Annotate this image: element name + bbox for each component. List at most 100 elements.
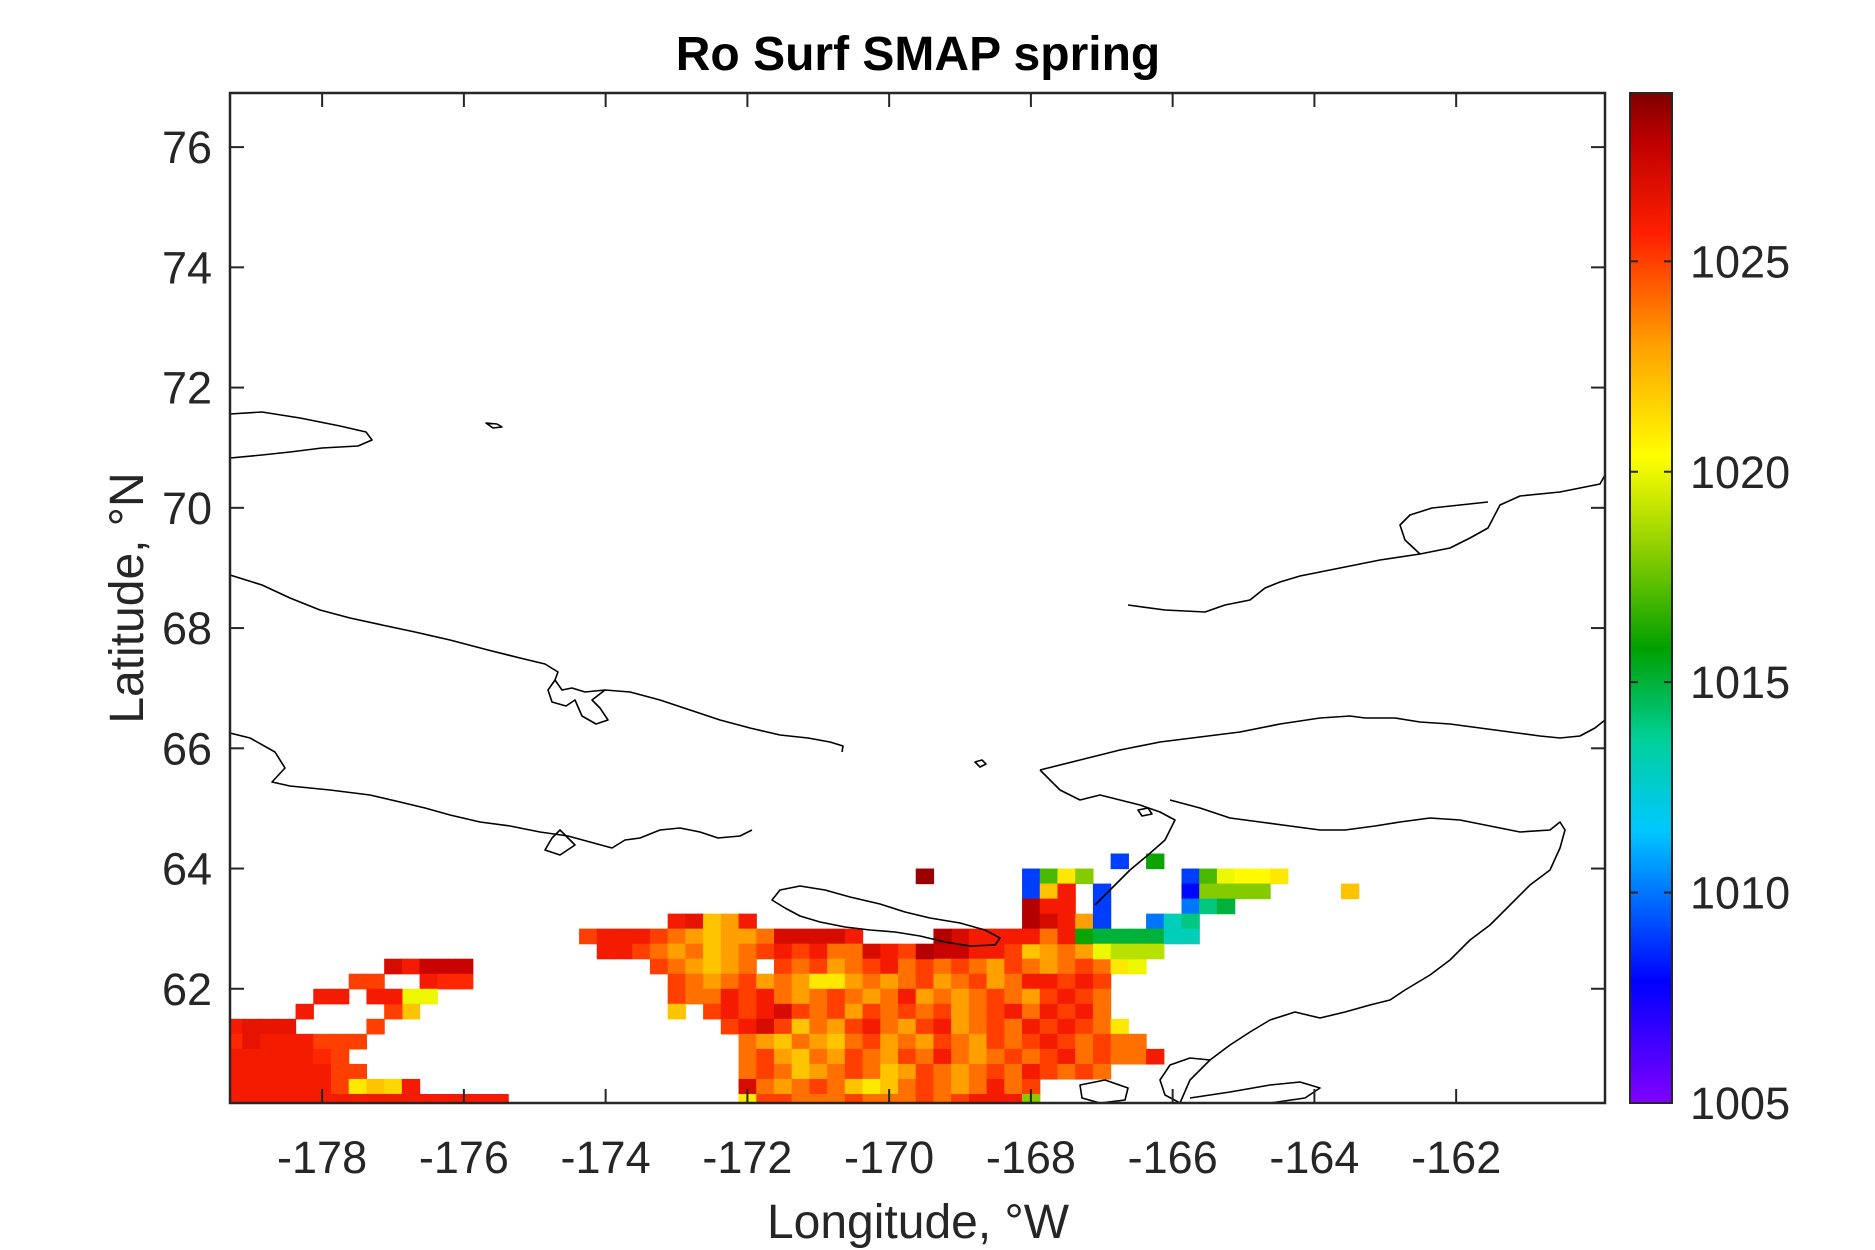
heatmap-cell (260, 1033, 279, 1050)
heatmap-cell (348, 1093, 368, 1103)
heatmap-cell (1004, 1003, 1023, 1020)
heatmap-cell (968, 1003, 988, 1020)
heatmap-cell (968, 958, 988, 975)
heatmap-cell (738, 943, 757, 960)
heatmap-cell (880, 1003, 899, 1020)
heatmap-cell (295, 1078, 314, 1095)
heatmap-cell (419, 988, 438, 1005)
coastline-seward-north (1039, 715, 1366, 771)
heatmap-cell (791, 1003, 811, 1020)
heatmap-cell (898, 958, 917, 975)
heatmap-cell (756, 943, 775, 960)
heatmap-cell (1092, 1003, 1112, 1020)
colorbar-tick-label: 1020 (1690, 447, 1790, 498)
heatmap-cell (827, 943, 846, 960)
heatmap-cell (756, 1003, 775, 1020)
colorbar-frame (1629, 92, 1673, 1104)
heatmap-cell (986, 1063, 1005, 1080)
heatmap-cell (1075, 943, 1094, 960)
heatmap-cell (295, 1048, 314, 1065)
heatmap-cell (1146, 913, 1165, 930)
heatmap-cell (685, 943, 704, 960)
heatmap-cell (703, 973, 722, 990)
heatmap-cell (1110, 1033, 1129, 1050)
heatmap-cell (1022, 973, 1041, 990)
heatmap-cell (1004, 973, 1023, 990)
heatmap-cell (968, 1078, 988, 1095)
heatmap-cell (1146, 1048, 1165, 1065)
heatmap-cell (313, 1033, 332, 1050)
heatmap-cell (915, 1033, 935, 1050)
heatmap-cell (1181, 883, 1200, 900)
heatmap-cell (1110, 1048, 1129, 1065)
coastline-yukon-delta (1159, 1057, 1211, 1103)
coastline-nunivak-edge (1189, 1081, 1321, 1103)
heatmap-cell (401, 988, 421, 1005)
heatmap-cell (951, 943, 970, 960)
heatmap-cell (756, 1048, 775, 1065)
heatmap-cell (968, 1033, 988, 1050)
heatmap-cell (756, 1018, 775, 1035)
heatmap-cell (791, 928, 811, 945)
heatmap-cell (632, 943, 651, 960)
x-tick-label: -178 (277, 1132, 367, 1183)
heatmap-cell (1110, 928, 1129, 945)
heatmap-cell (1004, 1063, 1023, 1080)
heatmap-cell (809, 988, 828, 1005)
heatmap-cell (1022, 913, 1041, 930)
heatmap-cell (1004, 1093, 1023, 1103)
heatmap-cell (348, 1063, 368, 1080)
heatmap-cell (1128, 958, 1147, 975)
x-axis-label: Longitude, °W (767, 1196, 1070, 1249)
heatmap-cell (898, 1048, 917, 1065)
heatmap-cell (951, 1078, 970, 1095)
heatmap-cell (880, 943, 899, 960)
heatmap-cell (1163, 928, 1183, 945)
heatmap-cell (951, 1018, 970, 1035)
heatmap-cell (827, 1018, 846, 1035)
heatmap-cell (915, 943, 935, 960)
heatmap-cell (738, 958, 757, 975)
heatmap-cell (773, 943, 793, 960)
heatmap-cell (827, 1033, 846, 1050)
coastline-st-lawrence-island (771, 885, 1001, 947)
heatmap-cell (331, 1093, 350, 1103)
heatmap-cell (1057, 988, 1076, 1005)
heatmap-cell (1004, 1033, 1023, 1050)
coastline-sw-island (1079, 1079, 1129, 1103)
heatmap-cell (1110, 958, 1129, 975)
heatmap-cell (649, 958, 669, 975)
heatmap-cell (844, 1093, 864, 1103)
heatmap-cell (230, 1093, 243, 1103)
colorbar: 1005 1010 1015 1020 1025 (1629, 92, 1790, 1129)
heatmap-cell (809, 1048, 828, 1065)
heatmap-cell (1216, 898, 1236, 915)
heatmap-cell (614, 928, 633, 945)
heatmap-cell (455, 958, 474, 975)
heatmap-cell (1039, 883, 1059, 900)
heatmap-cell (862, 958, 881, 975)
heatmap-cell (720, 943, 740, 960)
heatmap-cell (614, 943, 633, 960)
heatmap-cell (1057, 913, 1076, 930)
heatmap-cell (968, 1018, 988, 1035)
heatmap-cell (1022, 1078, 1041, 1095)
heatmap-cell (933, 1093, 952, 1103)
heatmap-cell (1092, 883, 1112, 900)
heatmap-cell (933, 1078, 952, 1095)
heatmap-cell (348, 1078, 368, 1095)
heatmap-cell (1039, 1063, 1059, 1080)
heatmap-cell (703, 913, 722, 930)
heatmap-cell (933, 1033, 952, 1050)
heatmap-cell (1057, 1033, 1076, 1050)
heatmap-cell (1075, 1048, 1094, 1065)
heatmap-cell (773, 1078, 793, 1095)
heatmap-cell (242, 1063, 261, 1080)
heatmap-cell (880, 1033, 899, 1050)
heatmap-cell (1022, 868, 1041, 885)
heatmap-cell (791, 943, 811, 960)
heatmap-cell (756, 1078, 775, 1095)
heatmap-cell (384, 958, 403, 975)
heatmap-cell (313, 1078, 332, 1095)
heatmap-cell (1199, 898, 1218, 915)
